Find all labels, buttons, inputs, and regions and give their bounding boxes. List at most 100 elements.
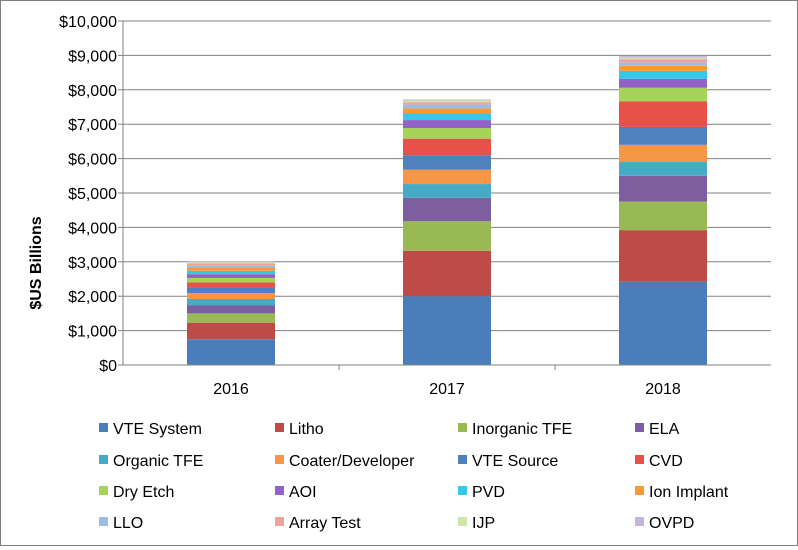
bar-segment <box>187 293 275 299</box>
bar-segment <box>187 339 275 365</box>
bar-segment <box>187 287 275 294</box>
bar-segment <box>619 62 707 66</box>
legend-item: VTE System <box>99 421 202 438</box>
bar-segment <box>403 155 491 170</box>
legend-swatch <box>458 486 467 495</box>
y-tick-label: $9,000 <box>68 48 117 65</box>
bar-segment <box>619 230 707 282</box>
bar-segment <box>187 274 275 278</box>
bar-segment <box>187 298 275 306</box>
legend-label: AOI <box>289 484 317 501</box>
bar-segment <box>403 127 491 139</box>
legend-swatch <box>99 486 108 495</box>
legend-swatch <box>635 455 644 464</box>
bar-segment <box>187 277 275 283</box>
bar-segment <box>403 108 491 114</box>
bar-segment <box>619 78 707 88</box>
legend-swatch <box>635 517 644 526</box>
legend-item: Ion Implant <box>635 484 729 501</box>
bar-segment <box>403 100 491 103</box>
bar-segment <box>403 197 491 222</box>
y-tick-label: $4,000 <box>68 220 117 237</box>
y-tick-label: $5,000 <box>68 186 117 203</box>
legend-swatch <box>635 423 644 432</box>
bar-stack-2017 <box>403 99 491 365</box>
legend-item: Dry Etch <box>99 484 174 501</box>
legend-swatch <box>275 486 284 495</box>
legend-item: CVD <box>635 453 683 470</box>
legend-label: IJP <box>472 515 495 532</box>
y-tick-label: $6,000 <box>68 152 117 169</box>
bar-segment <box>619 65 707 71</box>
bar-segment <box>619 175 707 202</box>
bar-segment <box>403 120 491 128</box>
bar-segment <box>187 305 275 314</box>
bar-segment <box>619 101 707 127</box>
legend-swatch <box>458 517 467 526</box>
x-tick-label: 2016 <box>213 381 249 398</box>
bar-segment <box>403 221 491 251</box>
legend-label: VTE System <box>113 421 202 438</box>
bar-segment <box>619 57 707 60</box>
legend-label: Litho <box>289 421 324 438</box>
legend-label: ELA <box>649 421 680 438</box>
bar-segment <box>619 56 707 58</box>
legend-label: Array Test <box>289 515 361 532</box>
y-tick-label: $10,000 <box>59 14 117 31</box>
legend-swatch <box>275 455 284 464</box>
bar-segment <box>403 104 491 109</box>
bar-segment <box>187 313 275 323</box>
axes <box>118 20 771 370</box>
legend-swatch <box>99 455 108 464</box>
bar-segment <box>619 201 707 231</box>
bar-segment <box>187 322 275 340</box>
legend: VTE System Litho Inorganic TFE ELA Organic T… <box>99 421 729 532</box>
legend-label: Dry Etch <box>113 484 174 501</box>
bar-segment <box>619 59 707 63</box>
legend-item: AOI <box>275 484 317 501</box>
bar-segment <box>403 138 491 156</box>
bar-segment <box>187 262 275 264</box>
bars <box>187 56 707 365</box>
legend-label: Organic TFE <box>113 453 203 470</box>
legend-label: Coater/Developer <box>289 453 415 470</box>
bar-segment <box>403 113 491 121</box>
bar-segment <box>187 261 275 263</box>
x-tick-label: 2017 <box>429 381 465 398</box>
legend-swatch <box>458 423 467 432</box>
y-tick-label: $3,000 <box>68 255 117 272</box>
legend-item: Coater/Developer <box>275 453 415 470</box>
legend-item: OVPD <box>635 515 694 532</box>
legend-item: VTE Source <box>458 453 558 470</box>
y-tick-labels: $0 $1,000 $2,000 $3,000 $4,000 $5,000 $6,000 $7… <box>59 14 117 375</box>
legend-label: LLO <box>113 515 143 532</box>
legend-item: Litho <box>275 421 324 438</box>
y-axis-label: $US Billions <box>28 216 45 309</box>
x-tick-labels: 2016 2017 2018 <box>213 381 681 398</box>
x-tick-label: 2018 <box>645 381 681 398</box>
legend-item: Organic TFE <box>99 453 203 470</box>
legend-swatch <box>275 517 284 526</box>
bar-segment <box>619 162 707 176</box>
legend-swatch <box>99 423 108 432</box>
bar-segment <box>403 99 491 101</box>
bar-segment <box>619 144 707 163</box>
y-tick-label: $0 <box>99 358 117 375</box>
legend-label: VTE Source <box>472 453 558 470</box>
bar-segment <box>403 102 491 105</box>
bar-segment <box>187 267 275 271</box>
bar-segment <box>403 169 491 185</box>
y-tick-label: $8,000 <box>68 83 117 100</box>
legend-item: Array Test <box>275 515 361 532</box>
legend-item: LLO <box>99 515 143 532</box>
legend-item: PVD <box>458 484 505 501</box>
bar-segment <box>619 281 707 365</box>
bar-segment <box>619 126 707 145</box>
bar-stack-2016 <box>187 261 275 365</box>
bar-segment <box>187 263 275 266</box>
bar-stack-2018 <box>619 56 707 365</box>
legend-label: Inorganic TFE <box>472 421 572 438</box>
legend-label: Ion Implant <box>649 484 729 501</box>
